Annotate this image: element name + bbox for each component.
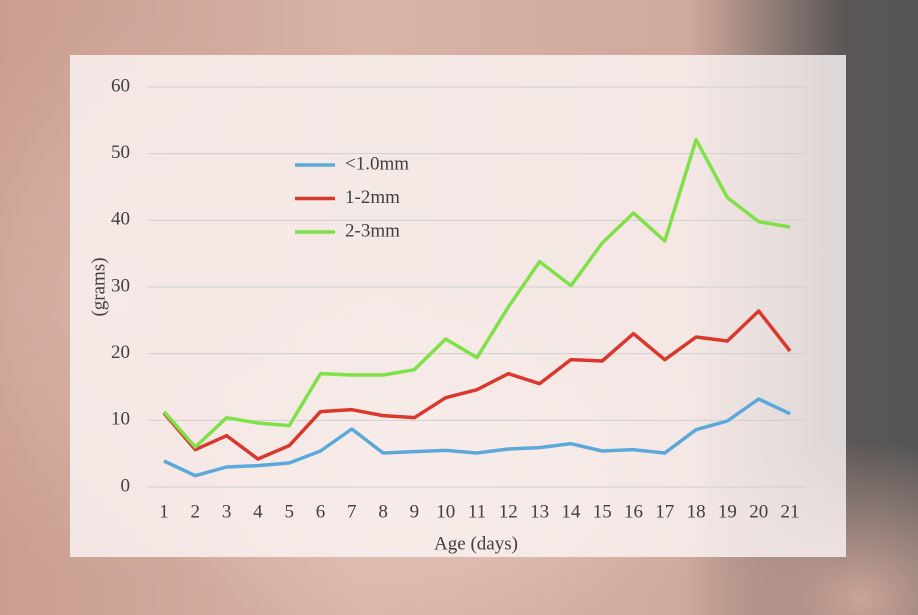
x-axis-label: Age (days): [434, 533, 518, 554]
x-tick-label: 18: [687, 501, 706, 522]
data-line: [163, 397, 791, 478]
x-tick-label: 7: [347, 501, 357, 522]
y-axis-label: (grams): [88, 257, 109, 316]
y-tick-label: 10: [111, 409, 130, 430]
legend-label: 1-2mm: [345, 187, 400, 208]
x-tick-label: 2: [191, 501, 201, 522]
x-tick-label: 3: [222, 501, 232, 522]
x-tick-label: 13: [530, 501, 549, 522]
legend-label: 2-3mm: [345, 220, 400, 241]
x-tick-label: 20: [749, 501, 768, 522]
x-tick-label: 14: [561, 501, 581, 522]
x-tick-label: 12: [499, 501, 518, 522]
y-tick-label: 60: [111, 75, 130, 96]
x-tick-label: 9: [410, 501, 420, 522]
x-tick-label: 1: [159, 501, 169, 522]
x-tick-label: 5: [284, 501, 294, 522]
x-tick-label: 17: [655, 501, 674, 522]
x-tick-label: 19: [718, 501, 737, 522]
y-tick-label: 40: [111, 209, 130, 230]
y-tick-label: 50: [111, 142, 130, 163]
legend-label: <1.0mm: [345, 153, 409, 174]
data-line: [162, 309, 792, 461]
y-tick-label: 20: [111, 342, 130, 363]
x-tick-label: 15: [593, 501, 612, 522]
y-tick-label: 30: [111, 275, 130, 296]
x-tick-label: 4: [253, 501, 263, 522]
x-tick-label: 8: [378, 501, 388, 522]
data-line: [162, 137, 791, 449]
x-tick-label: 10: [436, 501, 455, 522]
x-tick-label: 11: [468, 501, 486, 522]
x-tick-label: 16: [624, 501, 643, 522]
y-tick-label: 0: [121, 475, 131, 496]
x-tick-label: 6: [316, 501, 326, 522]
x-tick-label: 21: [781, 501, 800, 522]
